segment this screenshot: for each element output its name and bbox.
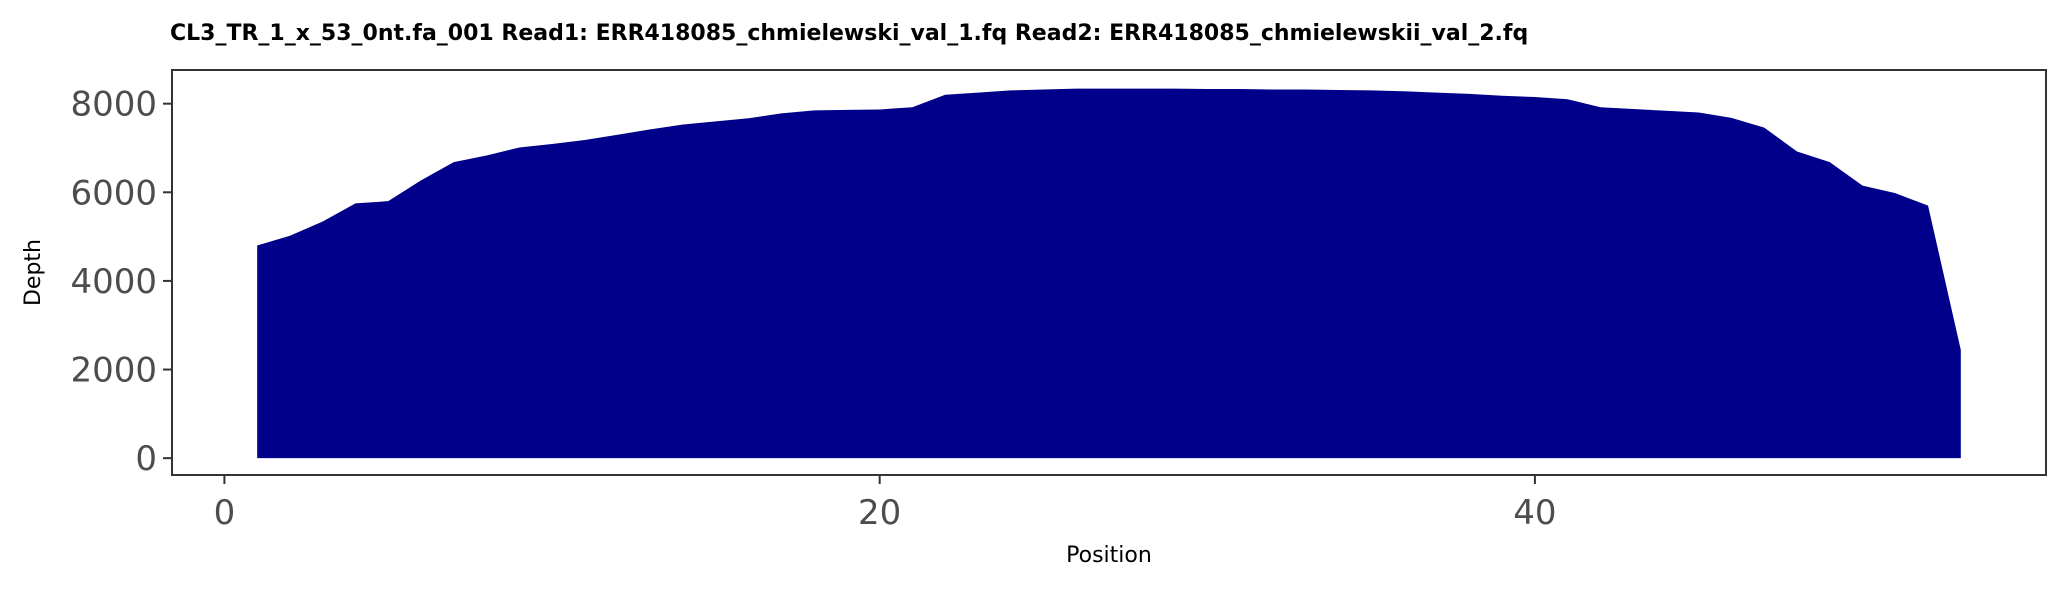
x-tick-label: 40 — [1513, 493, 1556, 533]
plot-panel-border — [171, 69, 2047, 476]
y-tick-label: 0 — [135, 439, 157, 479]
y-tick-label: 4000 — [70, 262, 157, 302]
x-tick-label: 0 — [214, 493, 236, 533]
y-axis: 0 2000 4000 6000 8000 — [70, 85, 172, 479]
depth-area-series-0 — [257, 88, 1961, 459]
y-tick-label: 2000 — [70, 351, 157, 391]
y-tick-label: 8000 — [70, 85, 157, 125]
x-axis-title: Position — [1066, 543, 1152, 568]
x-tick-label: 20 — [858, 493, 901, 533]
chart-title: CL3_TR_1_x_53_0nt.fa_001 Read1: ERR41808… — [170, 21, 1528, 46]
x-axis: 0 20 40 — [214, 475, 1557, 533]
area-layer — [257, 88, 1961, 459]
y-tick-label: 6000 — [70, 173, 157, 213]
y-axis-title: Depth — [21, 239, 46, 306]
